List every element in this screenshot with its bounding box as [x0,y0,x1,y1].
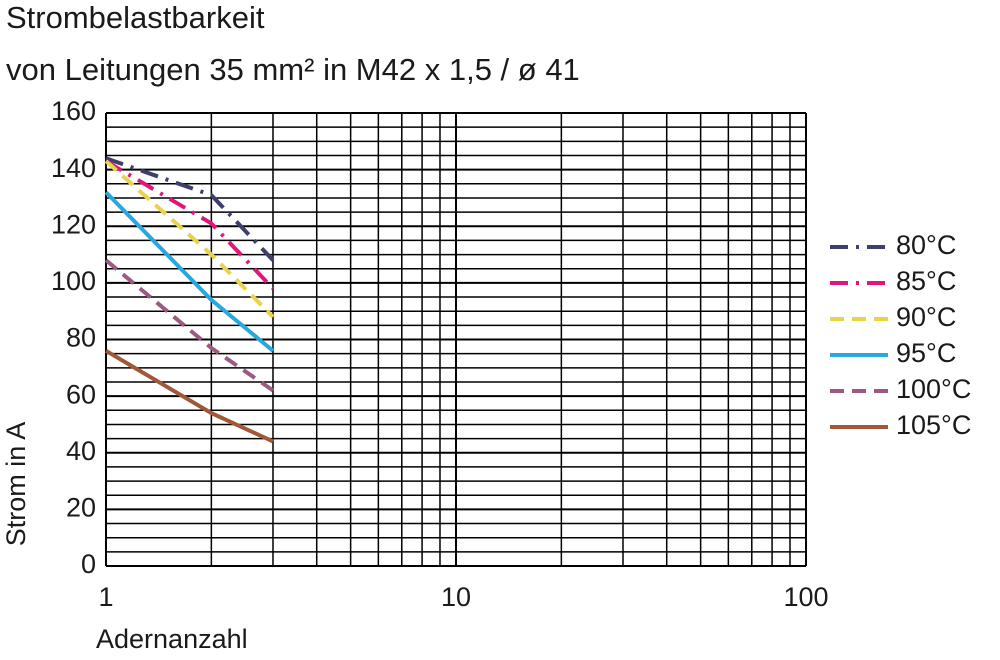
chart-subtitle: von Leitungen 35 mm² in M42 x 1,5 / ø 41 [6,52,580,87]
series-line [104,159,275,319]
legend-label: 105°C [896,410,971,440]
y-tick-label: 20 [66,493,96,523]
series-line [105,156,275,262]
series-line [104,349,274,444]
y-tick-label: 120 [51,209,96,239]
y-tick-label: 100 [51,266,96,296]
legend-label: 90°C [896,302,956,332]
y-tick-label: 60 [66,379,96,409]
chart-title: Strombelastbarkeit [6,0,265,35]
legend-label: 80°C [896,230,956,260]
legend-label: 100°C [896,374,971,404]
y-tick-label: 80 [66,323,96,353]
y-tick-label: 40 [66,436,96,466]
x-tick-label: 10 [441,582,471,612]
series-line [104,258,275,393]
x-tick-label: 100 [783,582,828,612]
legend-label: 95°C [896,338,956,368]
y-tick-label: 0 [81,549,96,579]
y-tick-label: 160 [51,96,96,126]
x-axis-label: Adernanzahl [96,624,248,654]
legend-label: 85°C [896,266,956,296]
x-tick-label: 1 [98,582,113,612]
series-line [104,190,275,353]
y-axis-label: Strom in A [1,422,31,547]
y-tick-label: 140 [51,153,96,183]
series-line [104,159,275,290]
